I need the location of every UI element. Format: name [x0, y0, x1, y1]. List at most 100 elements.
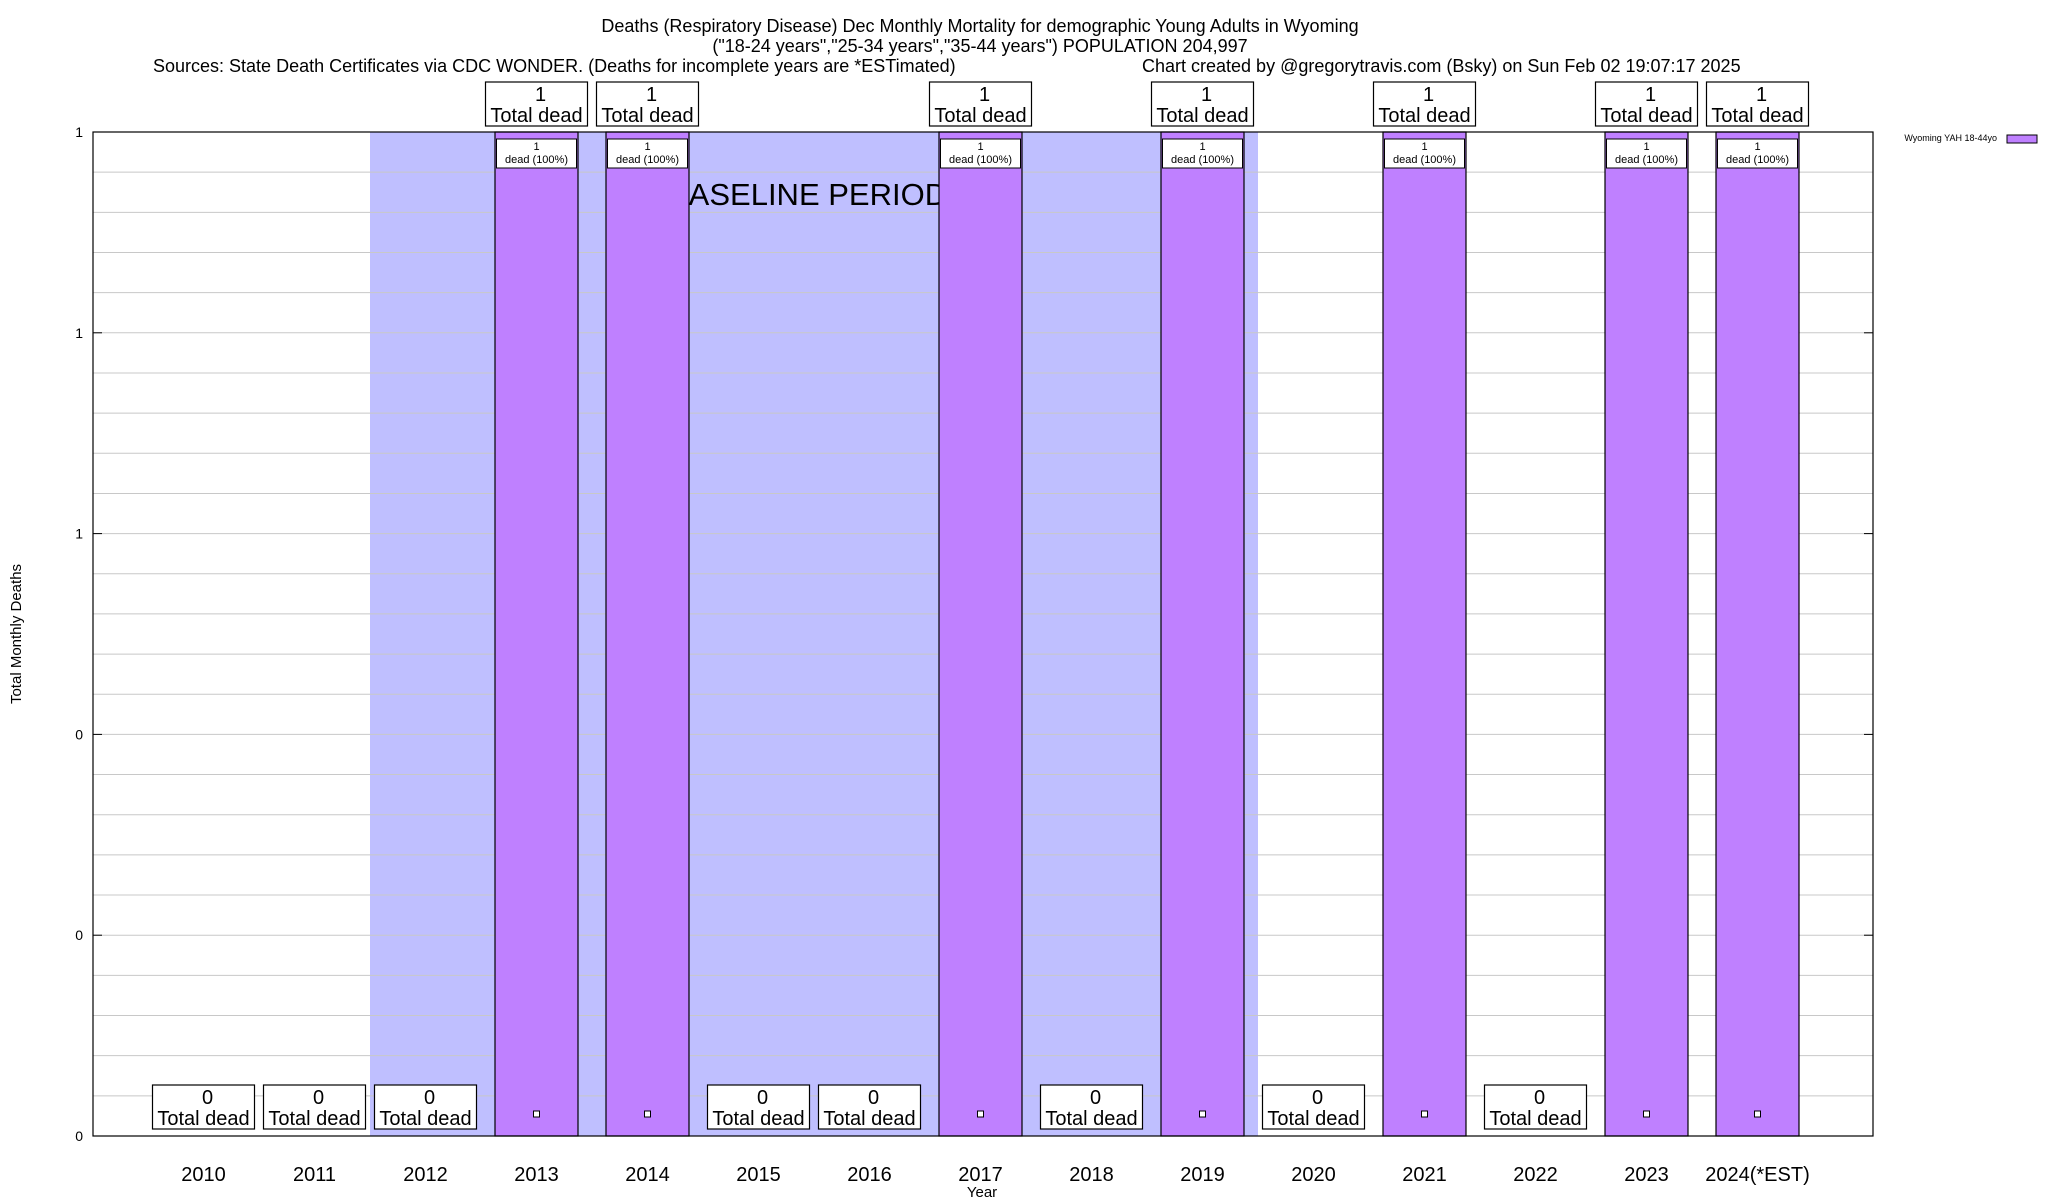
x-point-marker [533, 1110, 540, 1118]
total-dead-label: Total dead [1711, 105, 1803, 127]
total-label-box-2013 [484, 81, 589, 127]
inner-count-label: 1 [533, 141, 539, 153]
y-tick-label: 0 [75, 726, 83, 742]
total-value-label: 0 [1312, 1087, 1323, 1109]
chart-title-line-2: ("18-24 years","25-34 years","35-44 year… [712, 36, 1247, 56]
inner-count-label: 1 [977, 141, 983, 153]
chart-title-line-1: Deaths (Respiratory Disease) Dec Monthly… [601, 16, 1358, 36]
inner-percent-label: dead (100%) [1393, 154, 1456, 166]
total-value-label: 1 [1423, 84, 1434, 106]
plot-frame [92, 131, 1874, 1137]
inner-label-box [496, 138, 577, 169]
total-label-box-2022 [1483, 1084, 1588, 1130]
x-axis-label: Year [967, 1184, 997, 1200]
y-tick-label: 1 [75, 124, 83, 140]
bar-2024(*EST) [1715, 131, 1800, 1137]
total-label-box-2023 [1594, 81, 1699, 127]
y-tick-label: 1 [75, 526, 83, 542]
x-point-marker [1643, 1110, 1650, 1118]
x-tick-label-2015: 2015 [736, 1164, 781, 1186]
total-dead-label: Total dead [490, 105, 582, 127]
x-point-marker [1421, 1110, 1428, 1118]
inner-count-label: 1 [1754, 141, 1760, 153]
inner-label-box [1162, 138, 1243, 169]
total-dead-label: Total dead [379, 1108, 471, 1130]
total-value-label: 0 [1534, 1087, 1545, 1109]
total-dead-label: Total dead [712, 1108, 804, 1130]
total-dead-label: Total dead [157, 1108, 249, 1130]
inner-count-label: 1 [1199, 141, 1205, 153]
inner-count-label: 1 [644, 141, 650, 153]
inner-count-label: 1 [1421, 141, 1427, 153]
x-tick-label-2011: 2011 [293, 1164, 336, 1186]
total-value-label: 0 [424, 1087, 435, 1109]
total-dead-label: Total dead [1378, 105, 1470, 127]
total-value-label: 0 [313, 1087, 324, 1109]
y-axis-label: Total Monthly Deaths [8, 564, 25, 704]
inner-label-box [607, 138, 688, 169]
total-label-box-2011 [262, 1084, 367, 1130]
total-value-label: 1 [979, 84, 990, 106]
x-tick-label-2022: 2022 [1513, 1164, 1558, 1186]
x-tick-label-2023: 2023 [1624, 1164, 1669, 1186]
inner-percent-label: dead (100%) [1171, 154, 1234, 166]
total-label-box-2021 [1372, 81, 1477, 127]
total-value-label: 0 [868, 1087, 879, 1109]
inner-label-box [940, 138, 1021, 169]
x-point-marker [644, 1110, 651, 1118]
x-tick-label-2010: 2010 [181, 1164, 226, 1186]
chart-credit: Chart created by @gregorytravis.com (Bsk… [1142, 56, 1741, 76]
x-tick-label-2020: 2020 [1291, 1164, 1336, 1186]
inner-label-box [1606, 138, 1687, 169]
x-tick-label-2021: 2021 [1402, 1164, 1447, 1186]
inner-percent-label: dead (100%) [616, 154, 679, 166]
total-label-box-2012 [373, 1084, 478, 1130]
x-tick-label-2018: 2018 [1069, 1164, 1114, 1186]
bar-2021 [1382, 131, 1467, 1137]
total-dead-label: Total dead [934, 105, 1026, 127]
total-label-box-2015 [706, 1084, 811, 1130]
total-value-label: 1 [535, 84, 546, 106]
x-tick-label-2017: 2017 [958, 1164, 1003, 1186]
total-dead-label: Total dead [268, 1108, 360, 1130]
total-label-box-2010 [151, 1084, 256, 1130]
y-tick-label: 0 [75, 1128, 83, 1144]
x-tick-label-2016: 2016 [847, 1164, 892, 1186]
legend-label: Wyoming YAH 18-44yo [1904, 133, 1997, 143]
baseline-period-label: BASELINE PERIOD [668, 177, 947, 212]
total-label-box-2020 [1261, 1084, 1366, 1130]
total-label-box-2017 [928, 81, 1033, 127]
total-value-label: 1 [646, 84, 657, 106]
x-tick-label-2019: 2019 [1180, 1164, 1225, 1186]
total-dead-label: Total dead [1600, 105, 1692, 127]
bar-2014 [605, 131, 690, 1137]
x-tick-label-2014: 2014 [625, 1164, 670, 1186]
total-dead-label: Total dead [1267, 1108, 1359, 1130]
inner-percent-label: dead (100%) [949, 154, 1012, 166]
inner-percent-label: dead (100%) [1615, 154, 1678, 166]
total-value-label: 0 [757, 1087, 768, 1109]
inner-label-box [1717, 138, 1798, 169]
total-dead-label: Total dead [1156, 105, 1248, 127]
inner-percent-label: dead (100%) [505, 154, 568, 166]
x-point-marker [1754, 1110, 1761, 1118]
x-tick-label-2012: 2012 [403, 1164, 448, 1186]
inner-percent-label: dead (100%) [1726, 154, 1789, 166]
total-value-label: 1 [1756, 84, 1767, 106]
inner-count-label: 1 [1643, 141, 1649, 153]
x-tick-label-2013: 2013 [514, 1164, 559, 1186]
total-dead-label: Total dead [1045, 1108, 1137, 1130]
x-point-marker [977, 1110, 984, 1118]
bar-2017 [938, 131, 1023, 1137]
total-label-box-2016 [817, 1084, 922, 1130]
bar-2013 [494, 131, 579, 1137]
total-value-label: 0 [1090, 1087, 1101, 1109]
y-tick-label: 1 [75, 325, 83, 341]
total-label-box-2019 [1150, 81, 1255, 127]
total-value-label: 1 [1201, 84, 1212, 106]
inner-label-box [1384, 138, 1465, 169]
total-label-box-2024(*EST) [1705, 81, 1810, 127]
total-label-box-2018 [1039, 1084, 1144, 1130]
y-tick-label: 0 [75, 927, 83, 943]
